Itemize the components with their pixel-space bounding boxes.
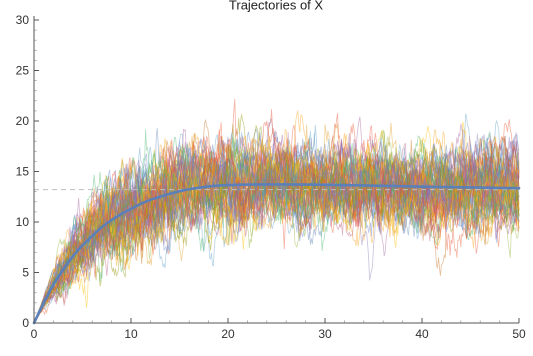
trajectory-line xyxy=(34,109,520,323)
trajectory-line xyxy=(34,136,520,323)
trajectory-line xyxy=(34,137,520,323)
x-tick-label: 30 xyxy=(318,327,332,341)
trajectory-line xyxy=(34,135,520,323)
trajectory-line xyxy=(34,131,520,323)
trajectory-line xyxy=(34,138,520,323)
trajectory-line xyxy=(34,146,520,323)
y-tick-label: 30 xyxy=(16,13,30,27)
trajectory-line xyxy=(34,116,520,323)
trajectory-line xyxy=(34,147,520,323)
trajectory-line xyxy=(34,140,520,323)
y-tick-label: 20 xyxy=(16,114,30,128)
axes: 0 10 20 30 40 50 0 5 10 15 20 25 30 xyxy=(16,13,526,341)
x-tick-label: 0 xyxy=(31,327,38,341)
trajectory-line xyxy=(34,133,520,323)
trajectory-line xyxy=(34,150,520,323)
trajectory-layer xyxy=(34,98,520,323)
trajectory-line xyxy=(34,138,520,323)
trajectory-line xyxy=(34,122,520,323)
y-tick-label: 25 xyxy=(16,64,30,78)
x-tick-label: 40 xyxy=(415,327,429,341)
x-tick-label: 10 xyxy=(124,327,138,341)
trajectory-line xyxy=(34,131,520,323)
trajectory-line xyxy=(34,133,520,323)
trajectory-line xyxy=(34,119,520,323)
chart-title: Trajectories of X xyxy=(229,0,323,12)
trajectory-line xyxy=(34,133,520,323)
trajectory-line xyxy=(34,138,520,323)
trajectory-line xyxy=(34,131,520,323)
mean-curve-layer xyxy=(32,183,521,325)
trajectory-line xyxy=(34,124,520,323)
trajectory-line xyxy=(34,131,520,323)
x-tick-label: 20 xyxy=(221,327,235,341)
trajectory-line xyxy=(34,136,520,323)
trajectory-line xyxy=(34,132,520,323)
trajectory-line xyxy=(34,136,520,323)
trajectory-line xyxy=(34,121,520,323)
trajectory-line xyxy=(34,144,520,323)
trajectory-line xyxy=(34,131,520,323)
trajectory-line xyxy=(34,129,520,323)
trajectory-line xyxy=(34,110,520,323)
trajectory-line xyxy=(34,137,520,323)
y-tick-label: 0 xyxy=(22,316,29,330)
trajectory-line xyxy=(34,118,520,323)
x-tick-label: 50 xyxy=(512,327,526,341)
mean-curve-line xyxy=(32,183,521,325)
trajectory-line xyxy=(34,124,520,323)
trajectory-line xyxy=(34,114,520,323)
y-tick-label: 15 xyxy=(16,165,30,179)
trajectory-line xyxy=(34,139,520,323)
trajectory-line xyxy=(34,128,520,323)
trajectory-line xyxy=(34,146,520,323)
trajectory-line xyxy=(34,144,520,323)
trajectory-line xyxy=(34,128,520,323)
trajectory-line xyxy=(34,146,520,323)
y-tick-label: 10 xyxy=(16,215,30,229)
y-tick-label: 5 xyxy=(22,266,29,280)
trajectory-line xyxy=(34,129,520,323)
trajectory-line xyxy=(34,148,520,323)
trajectory-line xyxy=(34,120,520,323)
trajectory-line xyxy=(34,118,520,323)
trajectory-line xyxy=(34,128,520,323)
